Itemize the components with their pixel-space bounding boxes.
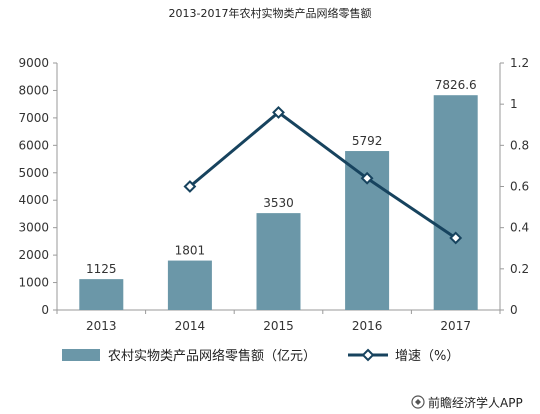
y-right-tick-label: 0.8 <box>510 138 529 152</box>
bar <box>256 213 301 310</box>
y-left-tick-label: 6000 <box>18 138 49 152</box>
y-left-tick-label: 1000 <box>18 276 49 290</box>
growth-point <box>272 105 285 119</box>
growth-point <box>360 171 374 185</box>
x-tick-label: 2016 <box>352 319 383 333</box>
x-tick-label: 2015 <box>263 319 294 333</box>
y-left-tick-label: 5000 <box>18 166 49 180</box>
bar <box>79 279 124 310</box>
y-left-tick-label: 0 <box>41 303 49 317</box>
growth-line <box>188 110 457 240</box>
source-logo-mark <box>415 399 421 405</box>
bar <box>167 260 212 310</box>
y-right-tick-label: 1 <box>510 97 518 111</box>
bar-data-label: 7826.6 <box>435 78 477 92</box>
y-left-tick-label: 9000 <box>18 56 49 70</box>
y-left-tick-label: 8000 <box>18 83 49 97</box>
x-tick-label: 2014 <box>175 319 206 333</box>
legend-bar-swatch <box>62 349 100 361</box>
y-right-tick-label: 0.4 <box>510 221 529 235</box>
legend-line-label: 增速（%） <box>395 349 459 364</box>
x-tick-label: 2013 <box>86 319 117 333</box>
y-right-tick-label: 0 <box>510 303 518 317</box>
growth-point <box>449 231 463 245</box>
bar <box>433 95 478 310</box>
y-right-tick-label: 1.2 <box>510 56 529 70</box>
source-note: 前瞻经济学人APP <box>411 395 523 410</box>
x-tick-label: 2017 <box>440 319 471 333</box>
chart-title: 2013-2017年农村实物类产品网络零售额 <box>169 6 372 20</box>
y-right-tick-label: 0.6 <box>510 180 529 194</box>
bar-data-label: 1801 <box>175 244 206 258</box>
plot-area: 0 1000 2000 3000 4000 5000 6000 7000 8000 9000 0 0.… <box>18 56 529 333</box>
growth-point <box>183 180 197 193</box>
legend-line-marker <box>361 348 375 362</box>
legend: 农村实物类产品网络零售额（亿元） 增速（%） <box>62 348 459 364</box>
legend-bar-label: 农村实物类产品网络零售额（亿元） <box>108 348 316 364</box>
y-left-tick-label: 4000 <box>18 193 49 207</box>
y-left-tick-label: 7000 <box>18 111 49 125</box>
y-right-tick-label: 0.2 <box>510 262 529 276</box>
bar-data-label: 3530 <box>263 196 294 210</box>
bar-data-label: 1125 <box>86 262 117 276</box>
source-text: 前瞻经济学人APP <box>428 395 523 410</box>
bar-data-label: 5792 <box>352 134 383 148</box>
y-left-tick-label: 3000 <box>18 221 49 235</box>
y-left-tick-label: 2000 <box>18 248 49 262</box>
